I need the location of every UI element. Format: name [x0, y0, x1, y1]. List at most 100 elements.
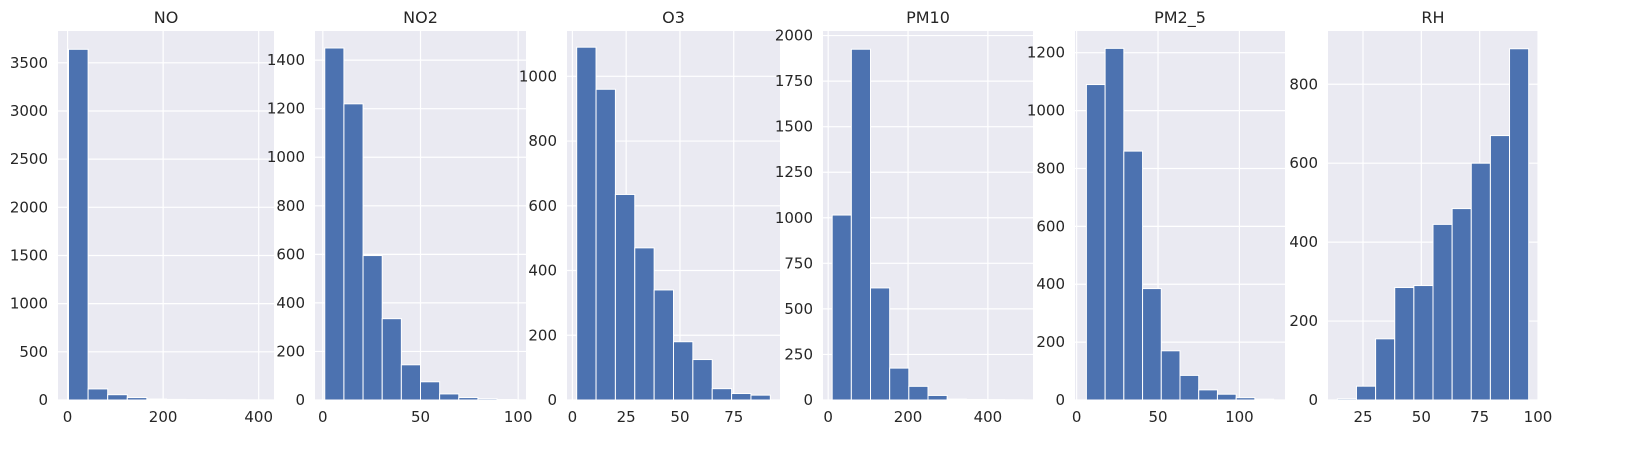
- y-tick-label: 0: [803, 391, 813, 409]
- histogram-bar: [889, 367, 910, 401]
- y-tick-label: 800: [1036, 159, 1065, 177]
- histogram-bar: [1235, 397, 1256, 401]
- histogram-bar: [1142, 288, 1162, 401]
- y-tick-label: 1500: [10, 246, 48, 264]
- histogram-bar: [673, 341, 694, 401]
- histogram-bar: [1451, 208, 1472, 401]
- y-tick-label: 1500: [775, 118, 813, 136]
- y-tick-label: 600: [1289, 154, 1318, 172]
- y-tick-label: 3500: [10, 54, 48, 72]
- y-tick-label: 800: [528, 132, 557, 150]
- x-tick-label: 0: [568, 408, 578, 426]
- y-tick-label: 800: [1289, 75, 1318, 93]
- y-tick-label: 750: [784, 254, 813, 272]
- y-tick-label: 2000: [10, 198, 48, 216]
- histogram-bar: [1198, 389, 1218, 401]
- y-tick-label: 400: [528, 262, 557, 280]
- histogram-bar: [68, 48, 89, 401]
- histogram-panel-2: 0 200 400 600 800 1000 0 25 50 75 O3: [519, 8, 780, 426]
- histogram-bar: [1179, 374, 1200, 401]
- histogram-bar: [477, 398, 498, 401]
- y-tick-label: 500: [784, 300, 813, 318]
- x-tick-label: 0: [318, 408, 328, 426]
- histogram-panel-4: 0 200 400 600 800 1000 1200 0 50 100 PM2_5: [1027, 8, 1285, 426]
- histogram-bar: [458, 397, 479, 401]
- x-tick-label: 75: [1470, 408, 1489, 426]
- histogram-bar: [362, 255, 383, 401]
- histogram-bar: [595, 88, 616, 401]
- histogram-bar: [750, 394, 771, 401]
- y-tick-label: 1250: [775, 163, 813, 181]
- panel-title: O3: [662, 8, 685, 27]
- x-tick-label: 50: [411, 408, 430, 426]
- histogram-bar: [146, 398, 167, 401]
- y-tick-label: 0: [38, 391, 48, 409]
- x-tick-label: 0: [63, 408, 73, 426]
- histogram-bar: [107, 394, 128, 401]
- y-tick-label: 600: [1036, 217, 1065, 235]
- y-tick-label: 400: [276, 294, 305, 312]
- histogram-bar: [1355, 385, 1377, 401]
- histogram-bar: [965, 398, 986, 401]
- y-tick-label: 0: [547, 391, 557, 409]
- histogram-bar: [1254, 398, 1275, 401]
- y-tick-label: 200: [1289, 312, 1318, 330]
- histogram-bar: [634, 247, 655, 401]
- y-tick-label: 1000: [267, 148, 305, 166]
- histogram-bar: [731, 393, 752, 401]
- y-tick-label: 1000: [775, 209, 813, 227]
- histogram-bar: [87, 388, 109, 401]
- x-tick-label: 400: [974, 408, 1003, 426]
- histogram-bar: [1489, 135, 1511, 401]
- y-tick-label: 200: [528, 326, 557, 344]
- panel-title: RH: [1421, 8, 1444, 27]
- histogram-bar: [1432, 223, 1453, 401]
- y-tick-label: 3000: [10, 102, 48, 120]
- x-tick-label: 25: [1353, 408, 1372, 426]
- y-tick-label: 400: [1289, 233, 1318, 251]
- histogram-bar: [927, 394, 948, 401]
- y-tick-label: 0: [1055, 391, 1065, 409]
- histogram-bar: [850, 48, 872, 401]
- plot-area: [58, 31, 274, 400]
- histogram-bar: [1160, 350, 1181, 401]
- y-tick-label: 2500: [10, 150, 48, 168]
- histogram-bar: [1394, 287, 1415, 401]
- x-tick-label: 0: [823, 408, 833, 426]
- y-tick-label: 600: [276, 245, 305, 263]
- y-tick-label: 200: [276, 342, 305, 360]
- panel-title: NO: [154, 8, 179, 27]
- x-tick-label: 400: [244, 408, 273, 426]
- histogram-bar: [400, 364, 421, 401]
- x-tick-label: 100: [504, 408, 533, 426]
- histogram-bar: [343, 103, 364, 401]
- histogram-bar: [1375, 338, 1396, 401]
- histogram-bar: [1216, 393, 1237, 401]
- histogram-bar: [1085, 84, 1106, 401]
- x-tick-label: 50: [1148, 408, 1167, 426]
- histogram-bar: [831, 214, 852, 401]
- histogram-bar: [870, 287, 891, 401]
- histogram-bar: [439, 393, 460, 401]
- x-tick-label: 50: [1412, 408, 1431, 426]
- y-tick-label: 500: [19, 343, 48, 361]
- histogram-bar: [324, 47, 345, 401]
- histogram-bar: [420, 381, 441, 401]
- x-tick-label: 75: [724, 408, 743, 426]
- y-tick-label: 2000: [775, 27, 813, 45]
- histogram-bar: [1413, 285, 1434, 401]
- histogram-bar: [692, 359, 713, 401]
- panel-title: PM10: [906, 8, 950, 27]
- y-tick-label: 400: [1036, 275, 1065, 293]
- y-tick-label: 1000: [519, 67, 557, 85]
- histogram-bar: [908, 385, 929, 401]
- y-tick-label: 200: [1036, 333, 1065, 351]
- y-tick-label: 1200: [1027, 44, 1065, 62]
- histogram-bar: [946, 398, 967, 401]
- x-tick-label: 200: [894, 408, 923, 426]
- histogram-bar: [614, 193, 636, 401]
- y-tick-label: 600: [528, 197, 557, 215]
- histogram-bar: [1509, 48, 1530, 401]
- histogram-bar: [1123, 150, 1144, 401]
